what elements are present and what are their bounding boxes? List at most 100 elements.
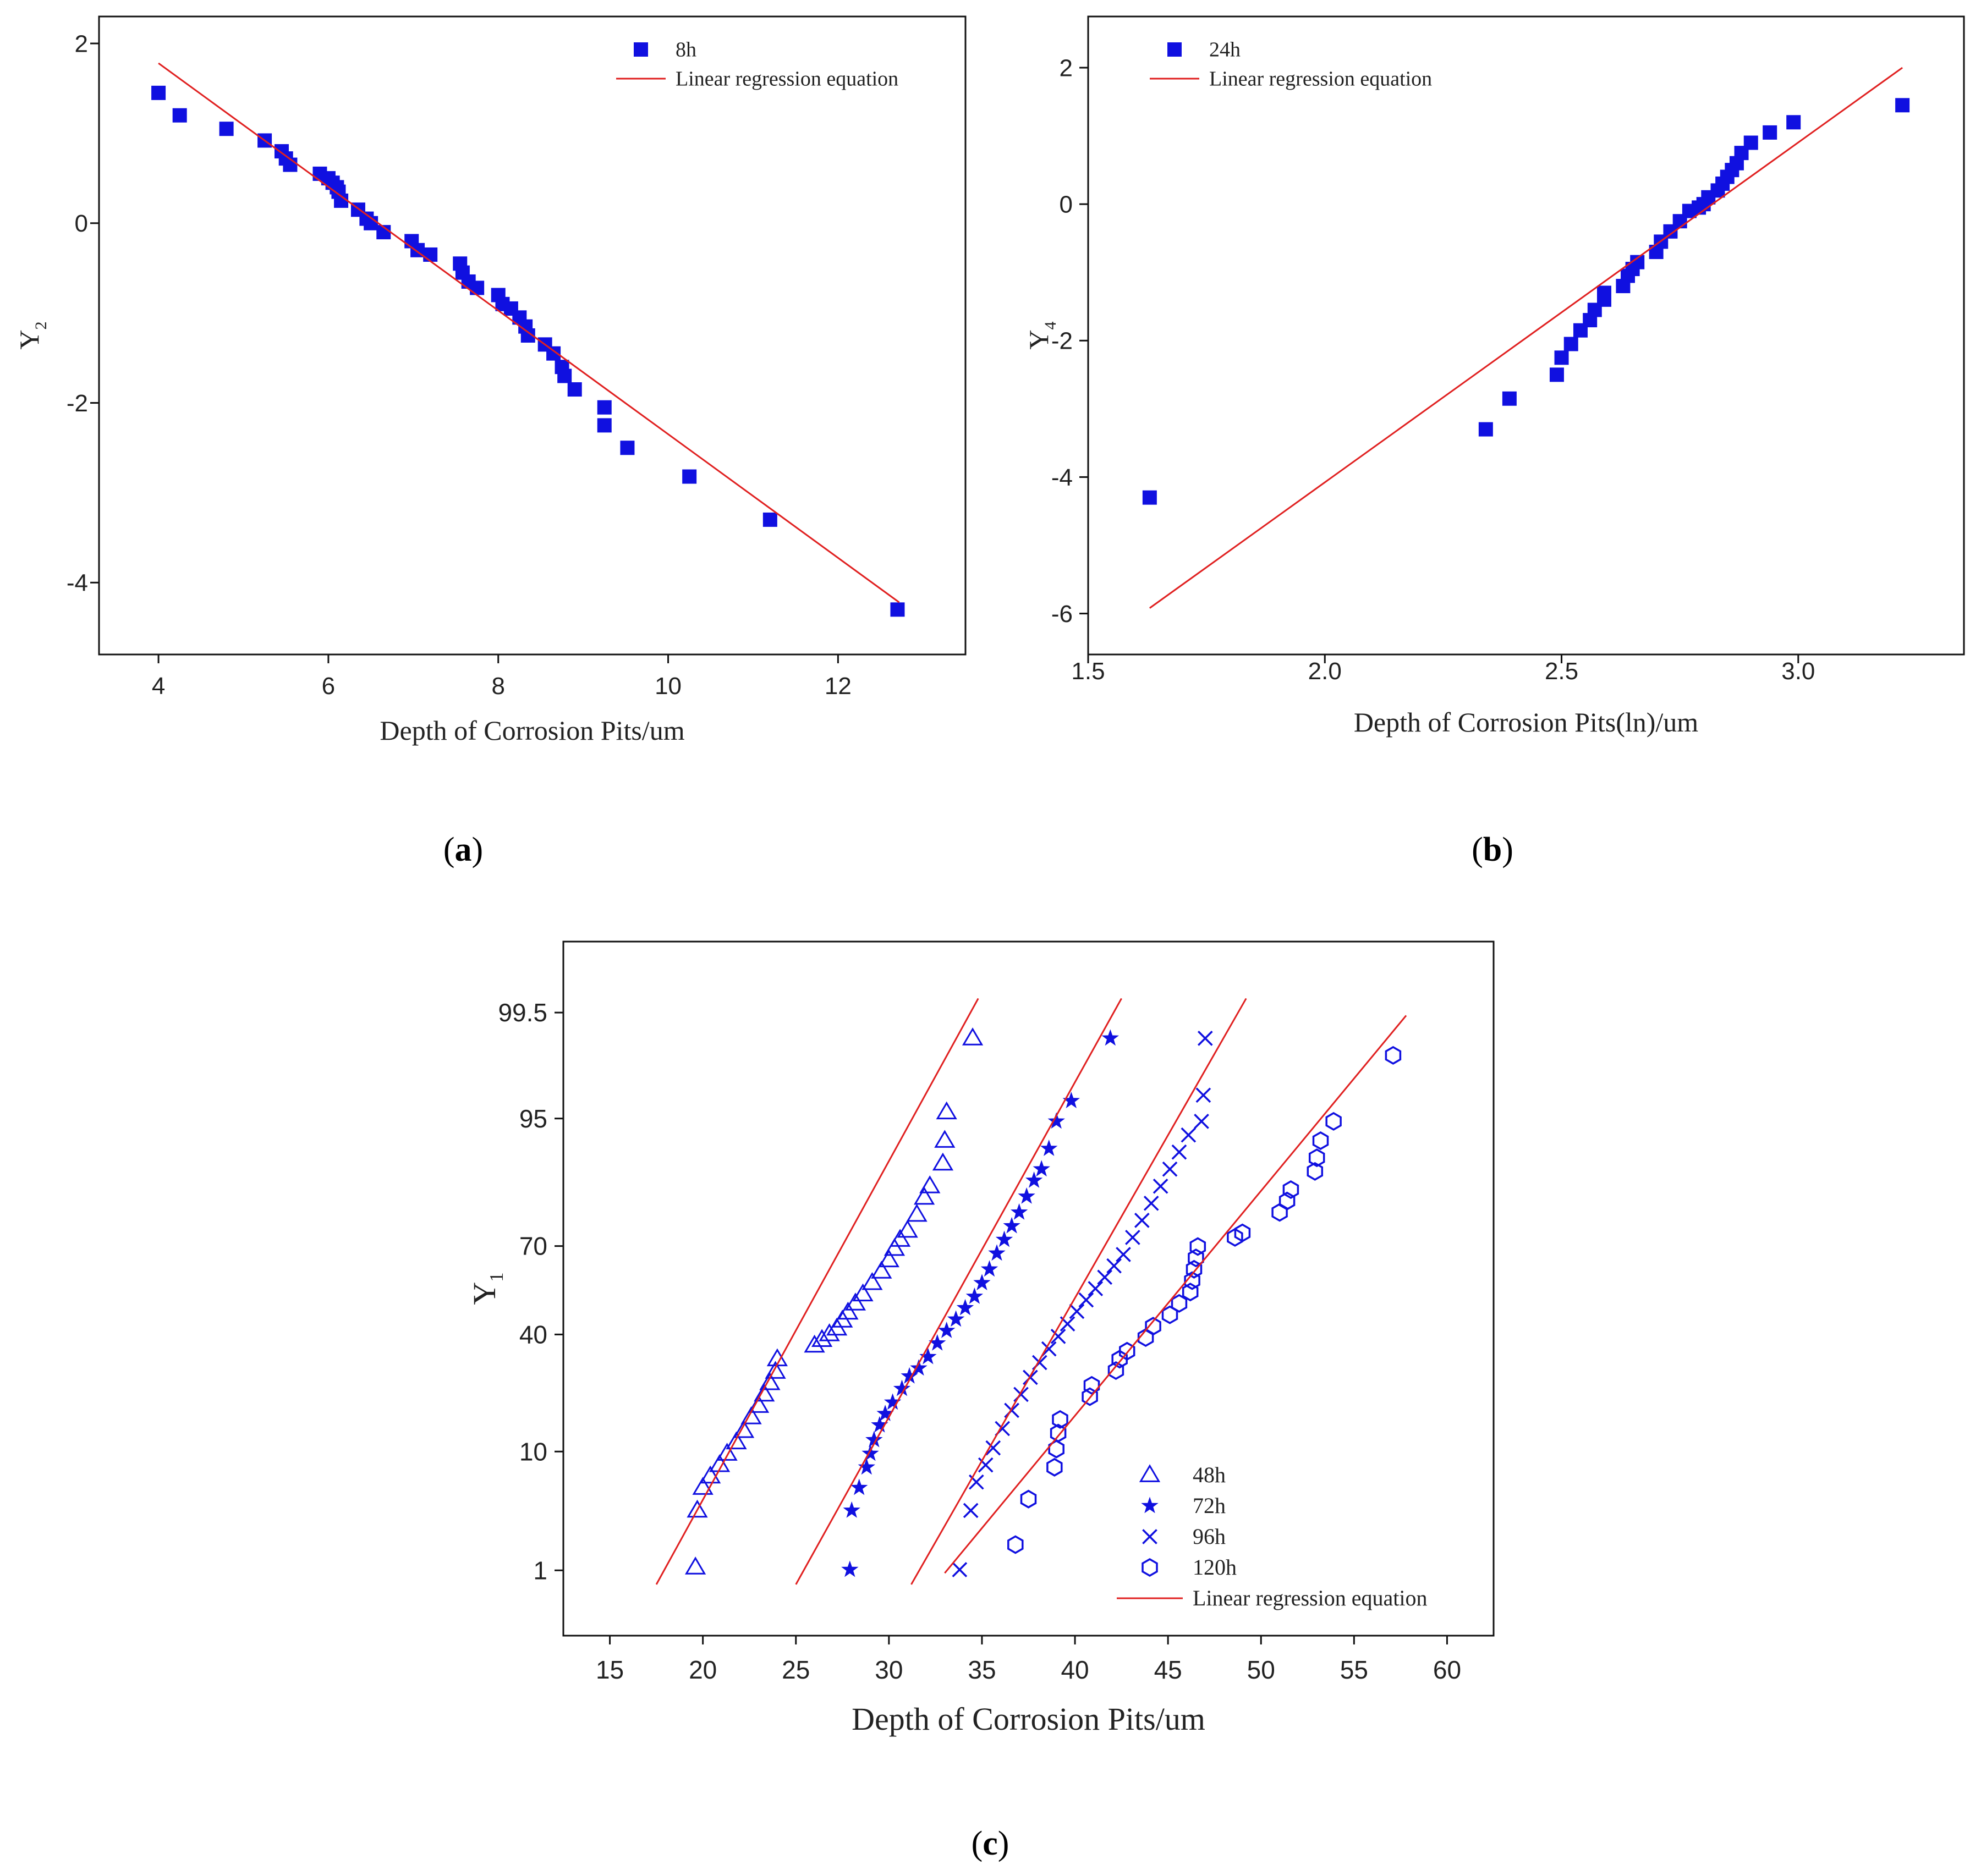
data-point-8h (597, 400, 612, 415)
data-point-96h (1050, 1329, 1066, 1344)
caption-c: (c) (972, 1825, 1009, 1862)
data-point-48h (878, 1249, 899, 1268)
data-point-48h (932, 1152, 954, 1171)
data-point-120h (1234, 1223, 1251, 1242)
data-point-96h (963, 1503, 979, 1519)
data-point-72h (919, 1347, 937, 1365)
data-point-8h (423, 247, 438, 262)
y-tick-label: -6 (1051, 601, 1073, 628)
data-point-48h (700, 1465, 721, 1484)
x-tick-label: 55 (1340, 1655, 1368, 1684)
data-point-120h (1111, 1350, 1128, 1369)
data-point-120h (1307, 1162, 1324, 1181)
x-tick-label: 12 (825, 673, 852, 700)
data-point-72h (1010, 1203, 1028, 1220)
data-point-120h (1282, 1180, 1299, 1200)
data-point-120h (1020, 1489, 1037, 1509)
data-point-48h (733, 1420, 755, 1438)
data-point-96h (1078, 1292, 1094, 1308)
data-point-72h (1025, 1171, 1043, 1188)
data-point-120h (1325, 1112, 1342, 1131)
data-point-48h (837, 1301, 859, 1320)
data-point-72h (938, 1322, 956, 1338)
legend-label: Linear regression equation (1209, 68, 1432, 91)
data-point-120h (1082, 1387, 1098, 1406)
y-tick-label: 0 (1060, 191, 1073, 218)
y-tick-label: 99.5 (498, 998, 547, 1027)
data-point-72h (910, 1359, 928, 1376)
y-axis-label: Y1 (467, 1272, 507, 1305)
data-point-48h (861, 1272, 883, 1290)
data-point-24h (1763, 125, 1777, 140)
legend-label: 24h (1209, 38, 1241, 62)
y-tick-label: 95 (519, 1104, 547, 1133)
data-point-48h (804, 1334, 825, 1353)
data-point-96h (1181, 1127, 1197, 1143)
x-tick-label: 60 (1433, 1655, 1461, 1684)
y-tick-label: 40 (519, 1320, 547, 1349)
data-point-24h (1478, 422, 1493, 437)
data-point-72h (1101, 1029, 1119, 1046)
data-point-24h (1549, 367, 1564, 382)
data-point-48h (919, 1175, 941, 1193)
y-tick-label: 70 (519, 1232, 547, 1261)
data-point-96h (1197, 1031, 1213, 1046)
legend-label: Linear regression equation (676, 68, 898, 91)
x-tick-label: 50 (1247, 1655, 1275, 1684)
data-point-8h (219, 122, 234, 136)
data-point-8h (682, 469, 697, 484)
data-point-48h (759, 1372, 781, 1390)
data-point-96h (1116, 1247, 1131, 1262)
data-point-8h (557, 368, 572, 383)
data-point-48h (754, 1383, 775, 1402)
data-point-96h (1125, 1230, 1140, 1245)
data-point-72h (1047, 1112, 1065, 1129)
regression-line (944, 1015, 1407, 1574)
legend-label: 72h (1193, 1493, 1226, 1518)
data-point-48h (687, 1499, 708, 1518)
legend-marker (1142, 1558, 1158, 1577)
data-point-8h (597, 418, 612, 433)
data-point-8h (151, 85, 166, 100)
data-point-120h (1312, 1131, 1329, 1151)
panel-b-chart: 1.5 2.0 2.5 3.0 2 0 -2 -4 -6 Depth of Corrosion P… (1023, 15, 1965, 738)
data-point-24h (1142, 490, 1157, 505)
data-point-24h (1554, 350, 1569, 365)
data-point-120h (1046, 1457, 1063, 1477)
legend-marker (1167, 42, 1182, 57)
legend-marker (1141, 1497, 1159, 1514)
data-point-72h (1040, 1140, 1058, 1156)
x-tick-label: 40 (1061, 1655, 1089, 1684)
legend: 8h Linear regression equation (616, 38, 898, 91)
legend-marker (1142, 1529, 1157, 1544)
data-point-48h (884, 1237, 906, 1256)
y-axis-label: Y4 (1023, 321, 1060, 349)
data-point-8h (762, 512, 777, 527)
data-point-48h (934, 1130, 956, 1148)
data-point-8h (567, 382, 582, 397)
data-point-24h (1563, 337, 1578, 351)
panel-a-chart: 4 6 8 10 12 2 0 -2 -4 Depth of Corrosion Pits/um Y… (14, 15, 967, 746)
regression-line (910, 998, 1247, 1585)
data-point-96h (1069, 1303, 1085, 1319)
data-point-24h (1596, 285, 1611, 300)
legend-label: 48h (1193, 1462, 1226, 1487)
data-point-72h (1033, 1160, 1050, 1177)
x-tick-label: 25 (782, 1655, 810, 1684)
data-point-96h (1097, 1269, 1112, 1285)
data-point-72h (980, 1260, 998, 1277)
data-point-8h (470, 280, 485, 295)
legend-label: Linear regression equation (1193, 1586, 1428, 1610)
data-point-8h (890, 602, 905, 617)
data-point-48h (716, 1443, 738, 1461)
data-point-72h (929, 1334, 946, 1351)
y-axis-label-main: Y (1023, 329, 1054, 349)
data-point-48h (852, 1283, 874, 1302)
data-point-72h (1062, 1092, 1080, 1108)
data-point-8h (620, 441, 635, 455)
x-tick-label: 20 (689, 1655, 717, 1684)
data-point-96h (1194, 1114, 1209, 1129)
data-point-120h (1052, 1410, 1068, 1429)
data-point-48h (871, 1261, 892, 1279)
legend-marker (634, 42, 648, 57)
